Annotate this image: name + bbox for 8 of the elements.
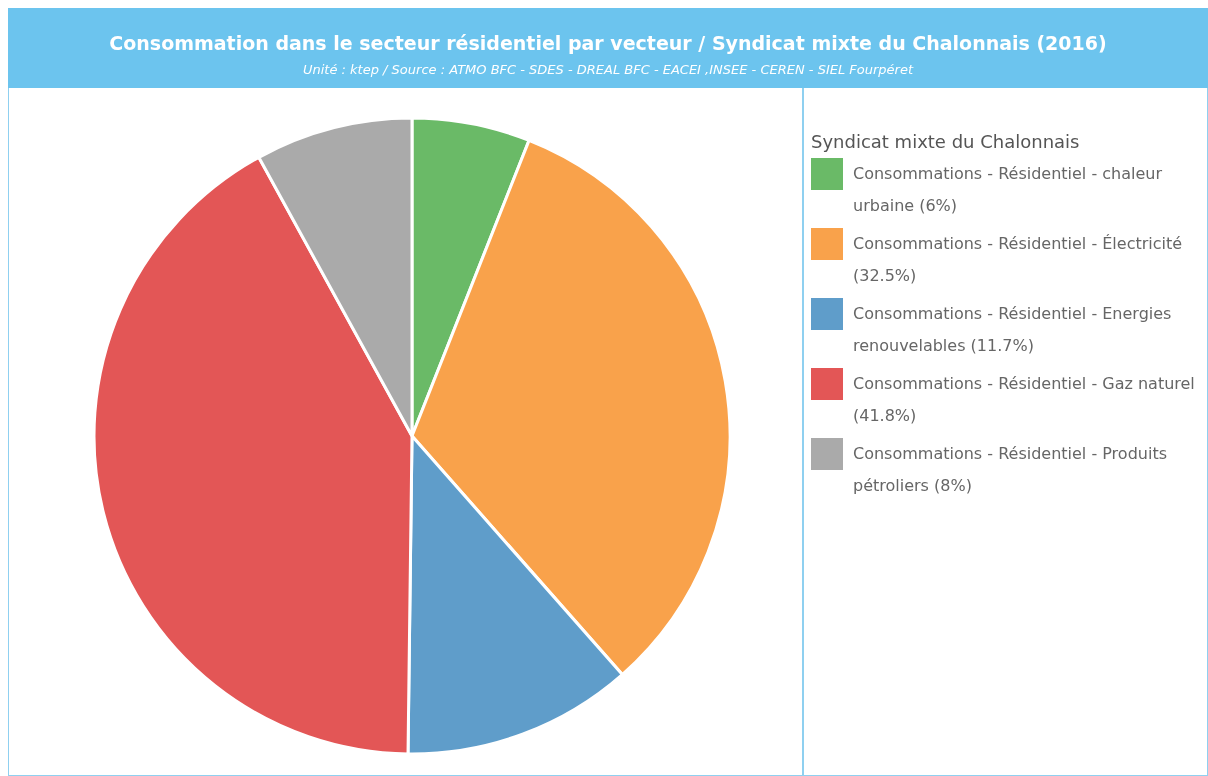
legend-title: Syndicat mixte du Chalonnais bbox=[811, 131, 1080, 152]
legend-label: Consommations - Résidentiel - Gaz naturel (41.8%) bbox=[853, 374, 1195, 425]
legend-label: Consommations - Résidentiel - Produits pétroliers (8%) bbox=[853, 444, 1167, 495]
chart-subtitle: Unité : ktep / Source : ATMO BFC - SDES - DREAL BFC - EACEI ,INSEE - CEREN - SIEL Fourpéret bbox=[302, 62, 914, 77]
legend-label: Consommations - Résidentiel - Électricité (32.5%) bbox=[853, 234, 1183, 285]
legend-label: Consommations - Résidentiel - chaleur urbaine (6%) bbox=[853, 164, 1163, 215]
chart-title: Consommation dans le secteur résidentiel par vecteur / Syndicat mixte du Chalonnais (2016) bbox=[109, 32, 1107, 54]
legend-label: Consommations - Résidentiel - Energies renouvelables (11.7%) bbox=[853, 304, 1172, 355]
